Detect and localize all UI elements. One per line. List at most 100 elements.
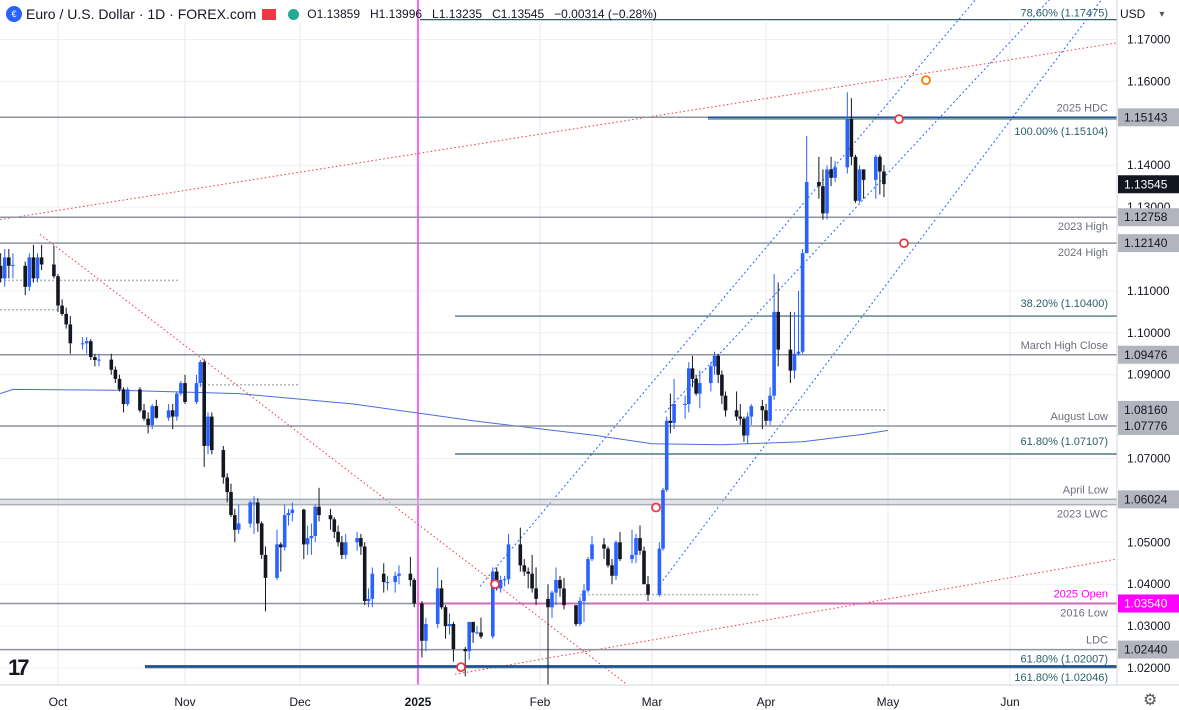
price-badge-label: 1.12140 bbox=[1124, 236, 1168, 250]
candle-body bbox=[764, 410, 768, 421]
candle-body bbox=[397, 573, 401, 576]
marker-circle bbox=[651, 502, 661, 513]
level-annotation: 2023 High bbox=[1058, 221, 1108, 233]
candle-body bbox=[343, 542, 348, 555]
candle-body bbox=[661, 489, 665, 549]
candle-body bbox=[336, 531, 340, 543]
candle-body bbox=[479, 632, 483, 637]
candle-body bbox=[550, 592, 554, 608]
candle-body bbox=[290, 509, 295, 513]
candle-body bbox=[776, 311, 780, 350]
candle-body bbox=[829, 169, 833, 178]
candle-body bbox=[142, 410, 146, 419]
candle-body bbox=[7, 257, 11, 266]
candle-body bbox=[35, 257, 40, 279]
marker-circle bbox=[899, 238, 909, 249]
price-tick-label: 1.05000 bbox=[1127, 535, 1171, 549]
candle-body bbox=[804, 182, 809, 254]
price-badge-label: 1.09476 bbox=[1124, 348, 1168, 362]
candle-body bbox=[522, 565, 527, 572]
low-value: L1.13235 bbox=[432, 7, 483, 21]
time-tick-label: Nov bbox=[174, 695, 195, 709]
candle-body bbox=[138, 389, 142, 411]
candle-body bbox=[175, 393, 179, 417]
candle-body bbox=[252, 502, 256, 504]
upper-slope-line bbox=[0, 42, 1118, 221]
tradingview-logo-icon[interactable]: 17 bbox=[8, 655, 30, 680]
candle-body bbox=[630, 554, 634, 560]
candle-body bbox=[263, 554, 268, 578]
candle-body bbox=[23, 265, 27, 287]
price-tick-label: 1.16000 bbox=[1127, 74, 1171, 88]
candle-body bbox=[366, 598, 371, 601]
candle-body bbox=[760, 406, 765, 411]
price-badge-label: 1.13545 bbox=[1124, 177, 1168, 191]
candle-body bbox=[381, 573, 386, 583]
support-band bbox=[0, 498, 1117, 506]
marker-circle bbox=[894, 114, 904, 125]
candle-body bbox=[328, 515, 333, 520]
candle-body bbox=[475, 632, 479, 634]
candle-body bbox=[467, 621, 471, 652]
candle-body bbox=[694, 378, 698, 394]
candle-body bbox=[825, 169, 829, 214]
candle-body bbox=[236, 523, 241, 530]
candle-body bbox=[121, 389, 126, 405]
candle-body bbox=[574, 605, 578, 625]
candle-body bbox=[849, 119, 854, 157]
chevron-down-icon: ▾ bbox=[1159, 8, 1165, 20]
candle-body bbox=[146, 418, 150, 425]
candle-body bbox=[817, 182, 821, 187]
price-badge bbox=[1118, 416, 1179, 435]
price-badge bbox=[1118, 400, 1179, 419]
candle-body bbox=[742, 418, 746, 436]
candle-body bbox=[0, 265, 3, 279]
candle-body bbox=[64, 313, 68, 325]
candle-body bbox=[772, 311, 776, 396]
candle-body bbox=[439, 588, 444, 608]
candle-body bbox=[749, 406, 754, 417]
candle-body bbox=[340, 542, 344, 555]
candle-body bbox=[27, 257, 32, 287]
candle-body bbox=[393, 575, 397, 583]
candle-body bbox=[117, 378, 122, 390]
candle-body bbox=[526, 571, 530, 574]
candle-body bbox=[80, 343, 85, 345]
candle-body bbox=[150, 406, 154, 425]
candle-body bbox=[554, 580, 558, 593]
symbol-title[interactable]: Euro / U.S. Dollar · 1D · FOREX.com bbox=[26, 6, 257, 22]
candle-body bbox=[56, 276, 60, 306]
price-tick-label: 1.11000 bbox=[1127, 284, 1170, 298]
time-tick-label: 2025 bbox=[405, 695, 432, 709]
candle-body bbox=[97, 359, 101, 361]
price-badge bbox=[1118, 640, 1179, 659]
gear-icon[interactable]: ⚙ bbox=[1143, 692, 1158, 709]
candle-body bbox=[89, 341, 93, 358]
flag-icon[interactable] bbox=[262, 8, 277, 20]
price-tick-label: 1.03000 bbox=[1127, 619, 1171, 633]
candle-body bbox=[385, 582, 390, 584]
candle-body bbox=[362, 546, 367, 601]
candle-body bbox=[68, 324, 73, 344]
time-tick-label: Jun bbox=[1000, 695, 1019, 709]
candle-body bbox=[309, 536, 314, 539]
candle-body bbox=[282, 515, 287, 548]
price-badge-label: 1.06024 bbox=[1124, 492, 1168, 506]
level-annotation: 2025 HDC bbox=[1057, 102, 1108, 114]
candle-body bbox=[451, 624, 456, 650]
change-value: −0.00314 (−0.28%) bbox=[554, 7, 657, 21]
candle-body bbox=[709, 366, 713, 384]
level-annotation: March High Close bbox=[1021, 340, 1108, 352]
candle-body bbox=[546, 598, 550, 608]
candle-body bbox=[618, 542, 622, 560]
marker-circle bbox=[490, 579, 500, 590]
candle-body bbox=[882, 171, 886, 185]
candle-body bbox=[716, 355, 720, 375]
price-tick-label: 1.04000 bbox=[1127, 577, 1171, 591]
currency-selector[interactable]: USD ▾ bbox=[1120, 3, 1176, 25]
candle-body bbox=[408, 573, 413, 580]
candle-body bbox=[530, 573, 534, 589]
candle-body bbox=[447, 624, 452, 627]
candle-body bbox=[821, 186, 825, 214]
